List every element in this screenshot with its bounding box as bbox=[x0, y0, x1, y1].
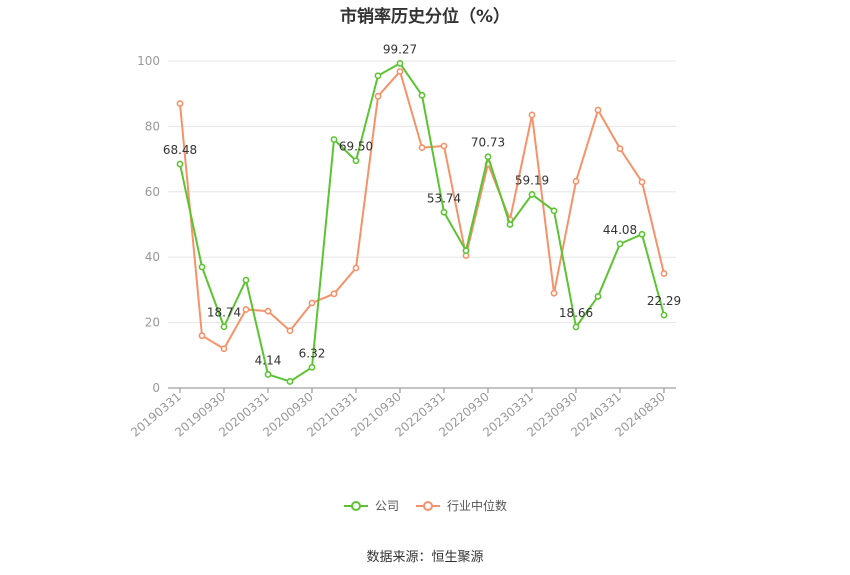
line-chart: 0204060801002019033120190930202003312020… bbox=[128, 42, 681, 440]
data-point-company bbox=[462, 247, 470, 255]
legend-industry-label: 行业中位数 bbox=[447, 499, 508, 513]
y-tick-label: 20 bbox=[145, 316, 160, 330]
data-point-company bbox=[440, 208, 448, 216]
data-point-industry bbox=[660, 270, 668, 277]
data-label: 4.14 bbox=[255, 353, 282, 367]
data-point-company bbox=[528, 191, 536, 198]
data-point-industry bbox=[396, 68, 404, 75]
data-label: 6.32 bbox=[299, 346, 326, 360]
data-label: 22.29 bbox=[647, 294, 681, 308]
data-point-company bbox=[660, 311, 668, 319]
data-point-industry bbox=[572, 177, 580, 185]
data-point-industry bbox=[352, 264, 360, 272]
data-point-company bbox=[594, 293, 602, 300]
y-tick-label: 100 bbox=[137, 54, 160, 68]
data-point-company bbox=[198, 263, 206, 271]
legend-industry-marker-icon bbox=[416, 500, 440, 511]
data-point-industry bbox=[330, 290, 338, 298]
legend-company-label: 公司 bbox=[374, 499, 399, 513]
data-point-company bbox=[396, 59, 404, 67]
data-point-company bbox=[330, 136, 338, 143]
legend: 公司 行业中位数 bbox=[0, 497, 850, 514]
data-point-industry bbox=[616, 145, 624, 153]
data-point-company bbox=[506, 221, 514, 228]
y-tick-label: 80 bbox=[145, 119, 160, 133]
grid-lines bbox=[168, 60, 676, 324]
legend-item-industry[interactable]: 行业中位数 bbox=[415, 497, 507, 514]
data-point-industry bbox=[638, 178, 646, 186]
data-point-company bbox=[418, 91, 426, 99]
data-point-industry bbox=[418, 144, 426, 152]
legend-item-company[interactable]: 公司 bbox=[343, 497, 399, 514]
data-label: 99.27 bbox=[383, 42, 417, 56]
data-point-industry bbox=[220, 345, 228, 353]
data-label: 70.73 bbox=[471, 136, 505, 150]
data-label: 53.74 bbox=[427, 191, 461, 205]
data-point-industry bbox=[198, 332, 206, 340]
data-label: 18.66 bbox=[559, 306, 593, 320]
data-point-industry bbox=[528, 111, 536, 119]
data-point-company bbox=[220, 323, 228, 331]
data-point-company bbox=[374, 72, 382, 80]
data-point-company bbox=[242, 276, 250, 284]
data-label: 69.50 bbox=[339, 140, 373, 154]
data-point-industry bbox=[594, 106, 602, 114]
data-labels: 68.48 18.74 4.14 6.32 69.50 99.27 53.74 70.73 59… bbox=[163, 42, 681, 367]
data-source: 数据来源：恒生聚源 bbox=[366, 550, 484, 565]
y-tick-label: 40 bbox=[145, 250, 160, 264]
chart-title: 市销率历史分位（%） bbox=[339, 7, 511, 27]
data-point-industry bbox=[286, 327, 294, 335]
axes: 0204060801002019033120190930202003312020… bbox=[128, 54, 676, 440]
data-point-company bbox=[264, 371, 272, 378]
data-point-company bbox=[308, 363, 316, 371]
data-point-industry bbox=[264, 307, 272, 315]
data-point-industry bbox=[374, 92, 382, 100]
data-label: 68.48 bbox=[163, 143, 197, 157]
data-point-industry bbox=[176, 100, 184, 107]
data-point-industry bbox=[242, 306, 250, 313]
legend-company-marker-icon bbox=[343, 500, 368, 511]
series-line-company bbox=[179, 62, 665, 383]
data-label: 44.08 bbox=[603, 223, 637, 237]
data-point-industry bbox=[308, 299, 316, 307]
data-point-company bbox=[550, 207, 558, 215]
y-tick-label: 60 bbox=[145, 185, 160, 199]
data-point-company bbox=[484, 153, 492, 161]
data-point-industry bbox=[440, 142, 448, 150]
y-tick-label: 0 bbox=[152, 381, 160, 395]
data-point-industry bbox=[550, 289, 558, 297]
data-point-company bbox=[286, 378, 294, 385]
data-point-company bbox=[176, 160, 184, 168]
series-layer bbox=[176, 59, 668, 385]
data-point-company bbox=[572, 323, 580, 331]
data-point-company bbox=[352, 157, 360, 165]
data-point-company bbox=[616, 240, 624, 248]
data-label: 59.19 bbox=[515, 173, 549, 187]
data-point-company bbox=[638, 230, 646, 238]
data-label: 18.74 bbox=[207, 306, 241, 320]
